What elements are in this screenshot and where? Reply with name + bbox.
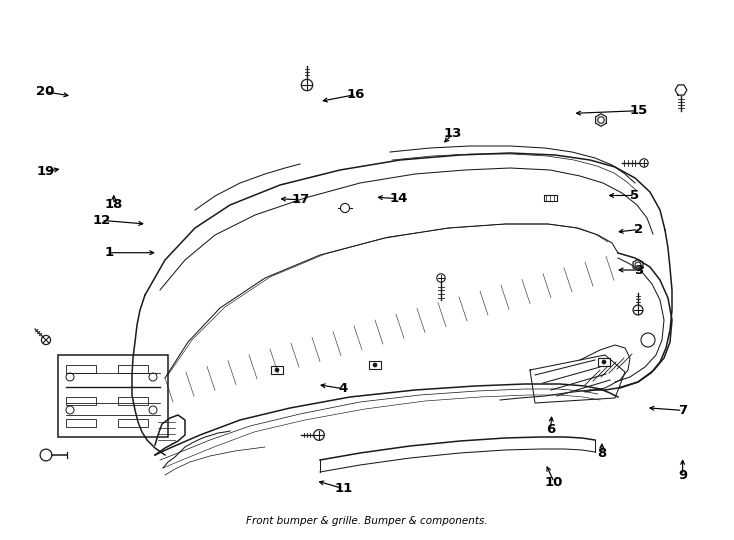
Bar bbox=[118, 419, 148, 427]
Bar bbox=[369, 361, 381, 368]
Bar bbox=[66, 419, 96, 427]
Text: 10: 10 bbox=[545, 476, 564, 489]
Text: 15: 15 bbox=[630, 104, 647, 117]
Text: 8: 8 bbox=[597, 447, 606, 460]
Bar bbox=[58, 355, 168, 437]
Text: 6: 6 bbox=[546, 423, 555, 436]
Circle shape bbox=[603, 360, 606, 363]
Circle shape bbox=[275, 368, 279, 372]
Text: 9: 9 bbox=[678, 469, 687, 482]
Circle shape bbox=[374, 363, 377, 367]
Text: 11: 11 bbox=[335, 482, 352, 495]
Text: 13: 13 bbox=[443, 127, 462, 140]
Bar bbox=[118, 365, 148, 373]
Bar bbox=[118, 397, 148, 405]
Text: 17: 17 bbox=[292, 193, 310, 206]
Text: 12: 12 bbox=[92, 214, 110, 227]
Bar bbox=[598, 359, 610, 366]
Bar bbox=[271, 367, 283, 374]
Text: 5: 5 bbox=[631, 189, 639, 202]
Text: 14: 14 bbox=[389, 192, 408, 205]
Text: 7: 7 bbox=[678, 404, 687, 417]
Text: 20: 20 bbox=[36, 85, 55, 98]
Text: 2: 2 bbox=[634, 223, 643, 236]
Text: 18: 18 bbox=[104, 198, 123, 211]
Bar bbox=[66, 397, 96, 405]
Text: 19: 19 bbox=[37, 165, 54, 178]
Text: 16: 16 bbox=[346, 88, 366, 101]
Text: Front bumper & grille. Bumper & components.: Front bumper & grille. Bumper & componen… bbox=[246, 516, 488, 526]
Text: 1: 1 bbox=[104, 246, 113, 259]
Text: 4: 4 bbox=[339, 382, 348, 395]
Bar bbox=[66, 365, 96, 373]
Text: 3: 3 bbox=[634, 264, 643, 276]
